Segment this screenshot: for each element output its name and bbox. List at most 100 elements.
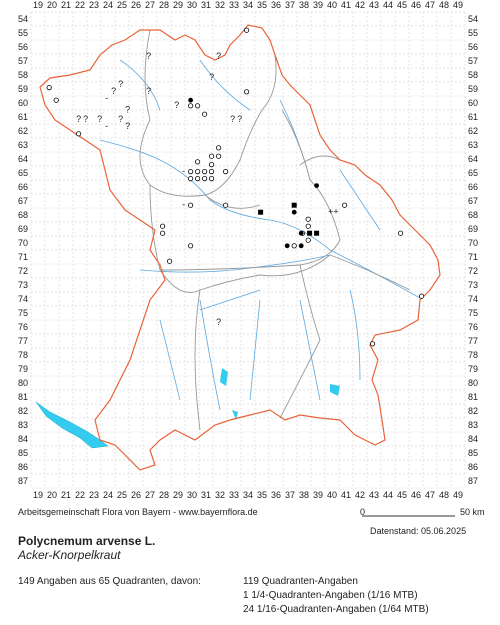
column-label: 21 [61,490,71,500]
column-label: 36 [271,0,281,10]
point-open [397,230,404,236]
column-label: 34 [243,0,253,10]
point-open [244,89,250,95]
column-label: 23 [89,490,99,500]
row-label: 58 [18,70,28,80]
row-label: 63 [468,140,478,150]
column-label: 23 [89,0,99,10]
point-open [341,202,348,208]
row-label: 61 [468,112,478,122]
column-label: 25 [117,0,127,10]
point-open [188,243,194,249]
point-symbol: ? [118,114,123,124]
column-label: 20 [47,490,57,500]
column-label: 49 [453,490,463,500]
point-open [188,202,194,208]
column-label: 22 [75,490,85,500]
point-symbol: ? [125,121,130,131]
column-label: 24 [103,0,113,10]
point-symbol: ? [174,100,179,110]
point-filled [298,243,304,249]
point-filled [291,209,297,215]
row-label: 57 [468,56,478,66]
point-square [258,209,264,215]
column-label: 42 [355,0,365,10]
row-label: 54 [468,14,478,24]
row-label: 82 [468,406,478,416]
point-open [188,103,194,109]
row-label: 84 [468,434,478,444]
row-label: 82 [18,406,28,416]
point-symbol: - [182,200,185,210]
row-label: 76 [468,322,478,332]
row-label: 81 [468,392,478,402]
point-open [202,169,208,175]
summary: 149 Angaben aus 65 Quadranten, davon: [18,576,201,587]
column-label: 39 [313,490,323,500]
point-symbol: ? [230,114,235,124]
row-label: 60 [468,98,478,108]
row-label: 69 [18,224,28,234]
row-label: 78 [468,350,478,360]
point-open [195,169,201,175]
detail: 1 1/4-Quadranten-Angaben (1/16 MTB) [243,590,418,601]
point-symbol: ? [83,114,88,124]
point-open [209,176,215,182]
column-label: 44 [383,0,393,10]
point-open [195,176,201,182]
row-label: 60 [18,98,28,108]
row-label: 66 [468,182,478,192]
row-label: 74 [468,294,478,304]
border [139,29,277,197]
row-label: 57 [18,56,28,66]
row-label: 87 [468,476,478,486]
row-label: 77 [18,336,28,346]
row-label: 62 [18,126,28,136]
point-open [76,131,82,137]
point-symbol: ? [76,114,81,124]
row-label: 72 [18,266,28,276]
row-label: 68 [18,210,28,220]
column-label: 19 [33,490,43,500]
point-open [291,243,297,249]
column-label: 47 [425,490,435,500]
row-label: 86 [468,462,478,472]
title: Polycnemum arvense L. [18,534,155,548]
detail: 24 1/16-Quadranten-Angaben (1/64 MTB) [243,604,429,615]
points: --++???-?????? ??-????? [46,27,425,347]
row-label: 83 [18,420,28,430]
row-label: 58 [468,70,478,80]
row-label: 75 [468,308,478,318]
column-label: 41 [341,490,351,500]
point-open [369,341,376,347]
district-borders [139,29,411,431]
row-label: 67 [18,196,28,206]
column-label: 27 [145,0,155,10]
row-label: 68 [468,210,478,220]
column-label: 29 [173,490,183,500]
column-label: 37 [285,0,295,10]
column-label: 31 [201,0,211,10]
point-open [202,176,208,182]
column-label: 21 [61,0,71,10]
point-symbol: ? [237,114,242,124]
point-open [216,153,222,159]
scale-end: 50 km [460,507,485,517]
row-label: 86 [18,462,28,472]
column-label: 33 [229,0,239,10]
column-label: 26 [131,0,141,10]
point-filled [284,243,290,249]
row-label: 71 [18,252,28,262]
column-label: 32 [215,490,225,500]
column-label: 32 [215,0,225,10]
row-label: 78 [18,350,28,360]
subtitle: Acker-Knorpelkraut [17,548,121,562]
row-label: 66 [18,182,28,192]
row-label: 75 [18,308,28,318]
column-label: 44 [383,490,393,500]
row-label: 79 [468,364,478,374]
point-symbol: ++ [328,207,339,217]
point-open [223,202,229,208]
